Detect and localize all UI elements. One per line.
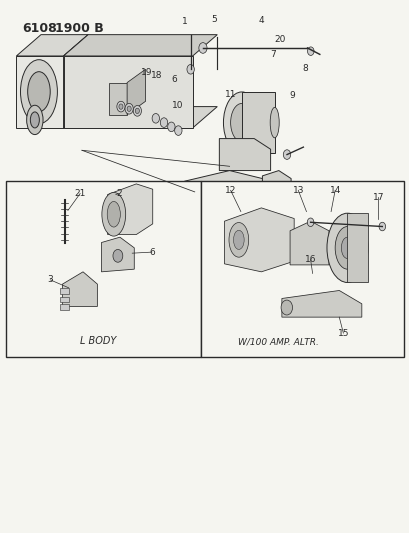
Circle shape xyxy=(160,118,167,127)
Bar xyxy=(61,304,68,310)
Circle shape xyxy=(117,101,125,112)
Polygon shape xyxy=(108,83,127,115)
Text: 1900 B: 1900 B xyxy=(55,22,104,35)
Ellipse shape xyxy=(27,106,43,135)
Text: 19: 19 xyxy=(141,68,152,77)
Polygon shape xyxy=(219,139,270,171)
Circle shape xyxy=(173,203,183,216)
Polygon shape xyxy=(63,35,88,128)
Circle shape xyxy=(113,249,123,262)
Text: 20: 20 xyxy=(274,35,285,44)
Ellipse shape xyxy=(223,92,260,153)
Circle shape xyxy=(198,43,207,53)
Circle shape xyxy=(125,103,133,114)
Circle shape xyxy=(119,104,123,109)
Circle shape xyxy=(174,126,182,135)
Ellipse shape xyxy=(270,108,279,138)
Ellipse shape xyxy=(30,112,39,128)
Text: 3: 3 xyxy=(47,276,53,284)
Text: L BODY: L BODY xyxy=(80,336,116,346)
Text: 1: 1 xyxy=(181,17,187,26)
Circle shape xyxy=(135,108,139,114)
Text: 9: 9 xyxy=(289,92,295,100)
Circle shape xyxy=(307,47,313,55)
Circle shape xyxy=(378,222,385,231)
Text: 10: 10 xyxy=(171,101,183,110)
Bar xyxy=(61,297,68,302)
Circle shape xyxy=(307,218,313,227)
Polygon shape xyxy=(347,213,367,282)
Ellipse shape xyxy=(20,60,57,124)
Text: 6: 6 xyxy=(171,75,177,84)
Text: 17: 17 xyxy=(371,193,383,201)
Text: 21: 21 xyxy=(74,189,85,198)
Bar xyxy=(200,181,403,357)
Ellipse shape xyxy=(341,237,353,259)
Polygon shape xyxy=(63,35,217,56)
Text: 4: 4 xyxy=(258,16,264,25)
Polygon shape xyxy=(101,237,134,272)
Ellipse shape xyxy=(326,213,367,282)
Text: W/100 AMP. ALTR.: W/100 AMP. ALTR. xyxy=(238,337,319,346)
Circle shape xyxy=(167,122,175,132)
Polygon shape xyxy=(262,171,290,209)
Polygon shape xyxy=(63,107,217,128)
Circle shape xyxy=(239,193,248,205)
Polygon shape xyxy=(16,35,88,56)
Polygon shape xyxy=(281,290,361,317)
Ellipse shape xyxy=(335,227,359,269)
Ellipse shape xyxy=(228,223,248,257)
Circle shape xyxy=(152,114,159,123)
Polygon shape xyxy=(107,184,152,235)
Polygon shape xyxy=(62,272,97,306)
Bar xyxy=(61,288,68,294)
Ellipse shape xyxy=(107,201,120,227)
Text: 8: 8 xyxy=(301,64,307,72)
Circle shape xyxy=(269,182,281,198)
Ellipse shape xyxy=(233,230,244,249)
Text: 6108: 6108 xyxy=(22,22,57,35)
Ellipse shape xyxy=(28,72,50,112)
Text: 15: 15 xyxy=(337,329,348,337)
Text: 11: 11 xyxy=(225,91,236,99)
Circle shape xyxy=(133,106,141,116)
Text: 5: 5 xyxy=(211,15,216,23)
Circle shape xyxy=(281,300,292,315)
Polygon shape xyxy=(184,171,274,197)
Text: 12: 12 xyxy=(225,186,236,195)
Text: 6: 6 xyxy=(148,248,155,256)
Text: 7: 7 xyxy=(269,50,275,59)
Bar xyxy=(6,181,200,357)
Text: 2: 2 xyxy=(116,189,121,198)
Text: 14: 14 xyxy=(329,186,340,195)
Polygon shape xyxy=(224,208,294,272)
Polygon shape xyxy=(16,56,63,128)
Polygon shape xyxy=(241,92,274,153)
Ellipse shape xyxy=(230,103,253,142)
Circle shape xyxy=(187,64,194,74)
Text: 18: 18 xyxy=(151,71,162,80)
Ellipse shape xyxy=(101,192,125,236)
Text: 16: 16 xyxy=(304,255,316,264)
Polygon shape xyxy=(176,192,245,213)
Circle shape xyxy=(283,150,290,159)
Text: 13: 13 xyxy=(292,186,303,195)
Polygon shape xyxy=(290,221,328,265)
Polygon shape xyxy=(63,56,192,128)
Polygon shape xyxy=(127,69,145,115)
Circle shape xyxy=(127,106,131,111)
